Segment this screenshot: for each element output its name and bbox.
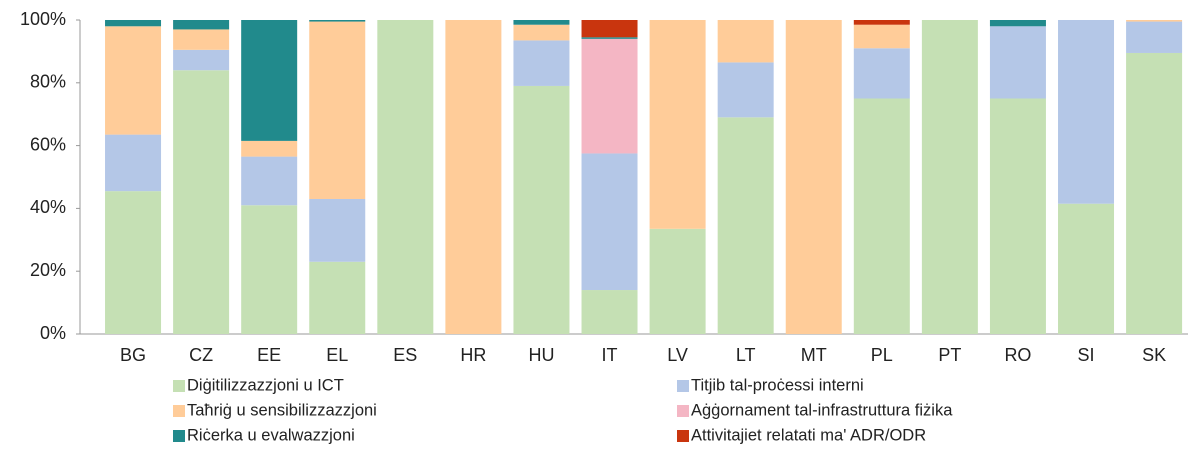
x-tick-label: ES xyxy=(393,345,417,365)
bar-segment xyxy=(513,40,570,86)
y-tick-label: 0% xyxy=(40,323,66,343)
legend-label: Riċerka u evalwazzjoni xyxy=(187,426,355,444)
y-tick-label: 60% xyxy=(30,134,66,154)
bar-segment xyxy=(105,191,162,334)
legend-swatch xyxy=(173,405,185,417)
legend-label: Aġġornament tal-infrastruttura fiżika xyxy=(691,401,953,419)
bar-segment xyxy=(309,261,366,334)
y-tick-label: 80% xyxy=(30,72,66,92)
x-tick-label: HR xyxy=(460,345,486,365)
bar-segment xyxy=(1058,20,1115,204)
legend-swatch xyxy=(677,405,689,417)
bar-segment xyxy=(717,117,774,334)
bar-segment xyxy=(105,134,162,192)
y-tick-label: 20% xyxy=(30,260,66,280)
bar-segment xyxy=(105,26,162,135)
x-tick-label: LV xyxy=(667,345,688,365)
x-tick-label: EE xyxy=(257,345,281,365)
bar-segment xyxy=(853,98,910,334)
legend-label: Titjib tal-proċessi interni xyxy=(691,376,864,394)
bar-segment xyxy=(1126,20,1183,22)
legend-label: Attivitajiet relatati ma' ADR/ODR xyxy=(691,426,926,444)
bar-segment xyxy=(513,20,570,25)
bar-segment xyxy=(377,20,434,334)
x-tick-label: PT xyxy=(938,345,961,365)
x-tick-label: IT xyxy=(602,345,618,365)
bar-segment xyxy=(513,85,570,334)
bar-segment xyxy=(717,20,774,63)
legend-swatch xyxy=(173,430,185,442)
bar-segment xyxy=(853,48,910,99)
bar-segment xyxy=(105,20,162,27)
bar-segment xyxy=(241,156,298,206)
bar-segment xyxy=(581,20,638,38)
legend-swatch xyxy=(677,380,689,392)
x-tick-label: CZ xyxy=(189,345,213,365)
bar-segment xyxy=(853,20,910,25)
bar-segment xyxy=(513,24,570,41)
legend-swatch xyxy=(677,430,689,442)
bar-segment xyxy=(581,153,638,291)
x-tick-label: MT xyxy=(801,345,827,365)
bar-segment xyxy=(309,20,366,22)
bar-segment xyxy=(1058,203,1115,334)
bar-segment xyxy=(989,20,1046,27)
bar-segment xyxy=(173,49,230,71)
x-tick-label: PL xyxy=(871,345,893,365)
legend-label: Taħriġ u sensibilizzazzjoni xyxy=(187,401,377,419)
bar-segment xyxy=(649,228,706,334)
x-tick-label: BG xyxy=(120,345,146,365)
bar-segment xyxy=(785,20,842,334)
bar-segment xyxy=(853,24,910,49)
bar-segment xyxy=(1126,21,1183,53)
x-tick-label: HU xyxy=(528,345,554,365)
x-tick-label: LT xyxy=(736,345,756,365)
bar-segment xyxy=(1126,52,1183,334)
bar-segment xyxy=(173,70,230,335)
x-tick-label: SK xyxy=(1142,345,1166,365)
legend-label: Diġitilizzazzjoni u ICT xyxy=(187,376,344,394)
bar-segment xyxy=(173,20,230,30)
bar-segment xyxy=(581,37,638,39)
bar-segment xyxy=(581,38,638,154)
y-tick-label: 100% xyxy=(20,9,66,29)
x-tick-label: SI xyxy=(1078,345,1095,365)
y-tick-label: 40% xyxy=(30,197,66,217)
bar-segment xyxy=(309,198,366,262)
x-tick-label: RO xyxy=(1004,345,1031,365)
bar-segment xyxy=(649,20,706,229)
bar-segment xyxy=(581,290,638,334)
bar-segment xyxy=(717,62,774,118)
bar-segment xyxy=(173,29,230,50)
bar-segment xyxy=(241,205,298,334)
bar-segment xyxy=(241,20,298,141)
bar-segment xyxy=(241,140,298,157)
bar-segment xyxy=(989,26,1046,99)
bar-segment xyxy=(309,21,366,199)
legend-swatch xyxy=(173,380,185,392)
bar-segment xyxy=(921,20,978,334)
x-tick-label: EL xyxy=(326,345,348,365)
bar-segment xyxy=(445,20,502,334)
bar-segment xyxy=(989,98,1046,334)
